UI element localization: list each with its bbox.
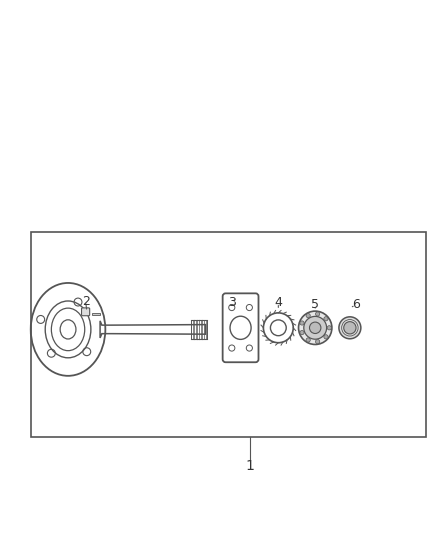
Bar [31,232,425,437]
Circle shape [305,313,310,318]
Circle shape [305,338,310,342]
Circle shape [343,321,355,334]
Bar [92,312,100,315]
Circle shape [315,312,319,316]
Circle shape [323,317,327,321]
Circle shape [299,330,304,335]
Circle shape [326,326,331,330]
Text: 5: 5 [311,298,318,311]
Text: 6: 6 [351,298,359,311]
Text: 4: 4 [274,296,282,309]
Bar [191,320,207,339]
Circle shape [299,321,304,325]
Text: 2: 2 [81,295,89,308]
Circle shape [298,311,331,344]
Circle shape [338,317,360,339]
Circle shape [303,317,326,339]
Text: 3: 3 [227,296,235,309]
Circle shape [309,322,320,334]
FancyBboxPatch shape [81,308,89,316]
Circle shape [315,340,319,344]
Circle shape [323,335,327,339]
Text: 1: 1 [245,459,254,473]
